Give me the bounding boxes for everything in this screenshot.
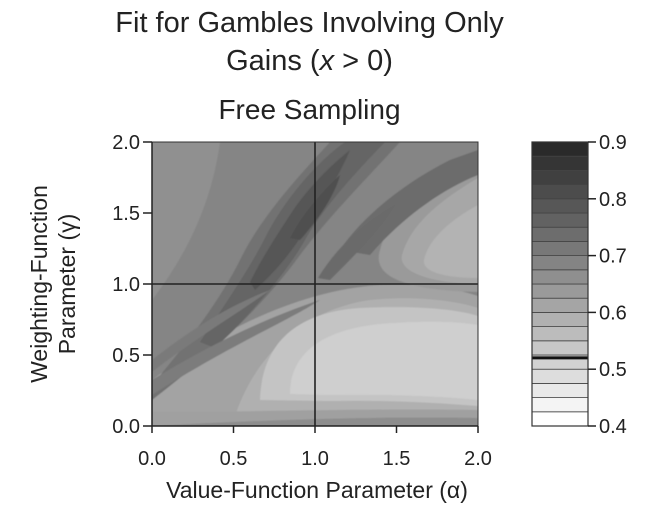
colorbar-tick-label: 0.4 — [599, 416, 627, 438]
colorbar-segment — [531, 255, 589, 271]
colorbar-segment — [531, 411, 589, 427]
y-axis-label-line-1: Weighting-Function — [26, 185, 52, 383]
colorbar-segment — [531, 297, 589, 313]
x-tick-label: 2.0 — [464, 448, 492, 470]
colorbar-segment — [531, 269, 589, 285]
colorbar-segment — [531, 198, 589, 214]
colorbar-tick-label: 0.7 — [599, 246, 627, 268]
heatmap-region — [423, 205, 478, 278]
heatmap-region — [250, 150, 350, 290]
colorbar-segment — [531, 283, 589, 299]
colorbar-segment — [531, 240, 589, 256]
x-tick-label: 1.5 — [383, 448, 411, 470]
heatmap-region — [152, 142, 220, 300]
x-tick-label: 0.0 — [138, 448, 166, 470]
colorbar-segment — [531, 382, 589, 398]
colorbar-frame — [531, 141, 589, 427]
x-axis: 0.0 0.5 1.0 1.5 2.0 — [138, 425, 492, 470]
heatmap-region — [290, 321, 478, 400]
x-axis-label: Value-Function Parameter (α) — [166, 477, 468, 503]
heatmap-region — [152, 300, 320, 395]
chart-title-line-1: Fit for Gambles Involving Only — [115, 7, 504, 39]
y-tick-label: 0.0 — [112, 416, 140, 438]
colorbar-tick-label: 0.6 — [599, 302, 627, 324]
y-tick-label: 1.0 — [112, 274, 140, 296]
colorbar-segment — [531, 368, 589, 384]
colorbar-segment — [531, 311, 589, 327]
title-suffix: > 0) — [334, 45, 393, 77]
x-tick-label: 0.5 — [220, 448, 248, 470]
colorbar-segment — [531, 326, 589, 342]
colorbar-segment — [531, 141, 589, 157]
x-tick-label: 1.0 — [301, 448, 329, 470]
y-axis: 0.0 0.5 1.0 1.5 2.0 — [112, 132, 153, 438]
chart-title-line-2: Gains (x > 0) — [0, 43, 641, 79]
colorbar-segment — [531, 212, 589, 228]
chart-subtitle: Free Sampling — [218, 94, 401, 125]
heatmap-region — [152, 290, 270, 372]
colorbar-tick-label: 0.9 — [599, 132, 627, 154]
y-tick-label: 0.5 — [112, 345, 140, 367]
colorbar-segment — [531, 184, 589, 200]
y-tick-label: 2.0 — [112, 132, 140, 154]
colorbar: 0.4 0.5 0.6 0.7 0.8 0.9 — [531, 132, 627, 438]
plot-area — [151, 141, 479, 427]
colorbar-segment — [531, 226, 589, 242]
colorbar-tick-label: 0.5 — [599, 359, 627, 381]
colorbar-tick-label: 0.8 — [599, 189, 627, 211]
y-axis-label-line-2: Parameter (γ) — [54, 214, 80, 355]
colorbar-segment — [531, 169, 589, 185]
title-variable: x — [319, 45, 335, 77]
colorbar-segment — [531, 397, 589, 413]
colorbar-segment — [531, 155, 589, 171]
heatmap-region — [318, 205, 395, 280]
y-tick-label: 1.5 — [112, 203, 140, 225]
colorbar-segment — [531, 340, 589, 356]
title-prefix: Gains ( — [226, 45, 320, 77]
